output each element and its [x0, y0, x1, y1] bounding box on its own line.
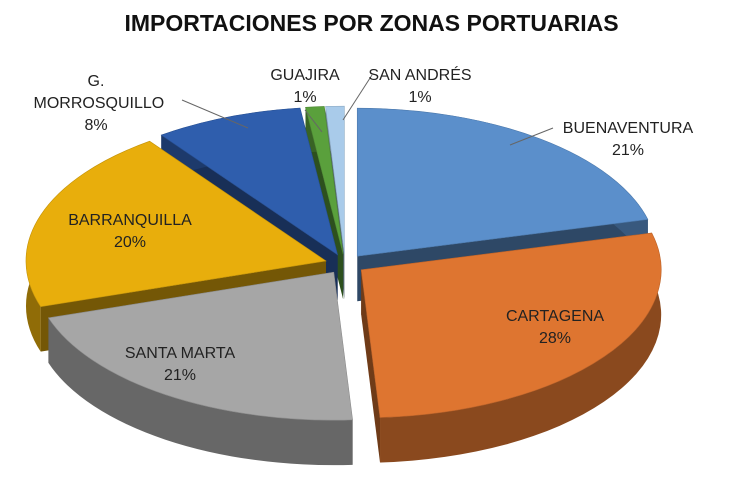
slice-label: SANTA MARTA 21%	[105, 343, 255, 387]
value-label: 20%	[113, 234, 147, 251]
category-label: GUAJIRA	[270, 67, 340, 84]
slice-label: G. MORROSQUILLO 8%	[33, 71, 165, 137]
slice-label: BUENAVENTURA 21%	[553, 118, 703, 162]
slice	[360, 232, 662, 418]
leader-line	[342, 74, 373, 121]
slice	[325, 105, 345, 255]
value-label: 8%	[84, 117, 108, 134]
value-label: 21%	[163, 367, 197, 384]
slice-label: CARTAGENA 28%	[480, 306, 630, 350]
slice	[305, 106, 344, 255]
slice-wall	[380, 232, 662, 463]
slice	[25, 140, 327, 308]
slice-label: GUAJIRA 1%	[255, 65, 355, 109]
category-label: CARTAGENA	[505, 308, 605, 325]
slice	[160, 107, 339, 256]
value-label: 28%	[538, 330, 572, 347]
leader-line	[509, 127, 554, 146]
leader-line	[181, 99, 249, 129]
slice-label: SAN ANDRÉS 1%	[360, 65, 480, 109]
slice	[47, 271, 353, 421]
value-label: 21%	[611, 142, 645, 159]
category-label: SANTA MARTA	[124, 345, 236, 362]
slice	[356, 107, 649, 257]
slice-label: BARRANQUILLA 20%	[55, 210, 205, 254]
category-label: SAN ANDRÉS	[368, 67, 472, 84]
chart-title: IMPORTACIONES POR ZONAS PORTUARIAS	[124, 10, 619, 36]
slice-side	[361, 269, 381, 463]
category-label: BUENAVENTURA	[562, 120, 694, 137]
leader-line	[304, 109, 323, 133]
category-label: G. MORROSQUILLO	[33, 73, 165, 112]
category-label: BARRANQUILLA	[68, 212, 192, 229]
slice-wall	[48, 317, 353, 466]
value-label: 1%	[408, 89, 432, 106]
value-label: 1%	[293, 89, 317, 106]
